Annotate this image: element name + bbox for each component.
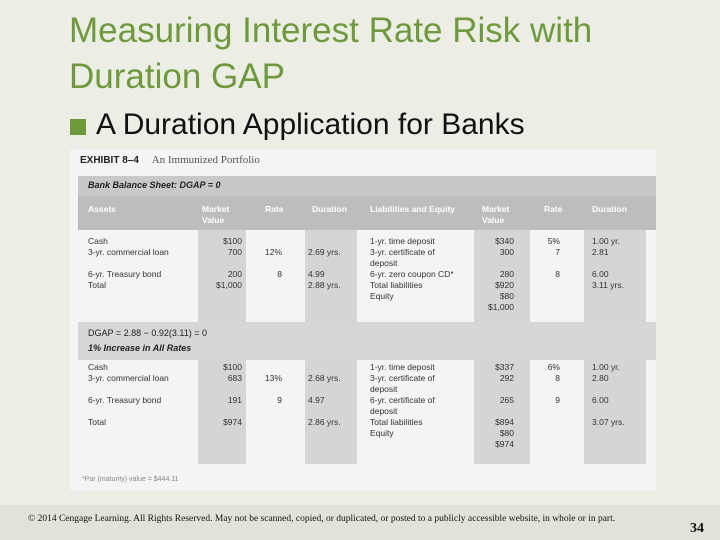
bottom-assets-cell: 6-yr. Treasury bond xyxy=(88,395,162,405)
top-liab_mv-cell: $80 xyxy=(499,291,514,301)
top-liabs-cell: 6-yr. zero coupon CD* xyxy=(370,269,454,279)
bullet-text: A Duration Application for Banks xyxy=(96,108,525,141)
top-liab_dur-cell: 1.00 yr. xyxy=(592,236,620,246)
top-asset_mv-cell: 200 xyxy=(227,269,242,279)
top-liab_rate-cell: 7 xyxy=(555,247,560,257)
top-assets-cell: 6-yr. Treasury bond xyxy=(88,269,162,279)
bottom-asset_rate-cell: 13% xyxy=(264,373,282,383)
exhibit-subtitle: An Immunized Portfolio xyxy=(151,154,260,166)
section-band-balance-sheet: Bank Balance Sheet: DGAP = 0 xyxy=(78,176,656,196)
bottom-asset_dur-cell: 2.86 yrs. xyxy=(308,417,341,427)
bottom-asset_mv-cell: 683 xyxy=(227,373,242,383)
top-asset_dur-cell: 2.88 yrs. xyxy=(308,280,341,290)
bottom-liab_dur-cell: 6.00 xyxy=(592,395,609,405)
top-assets-cell: Cash xyxy=(88,236,108,246)
col-shade xyxy=(305,230,357,322)
top-asset_rate-cell: 8 xyxy=(277,269,282,279)
header-band xyxy=(78,196,656,230)
top-liab_dur-cell: 3.11 yrs. xyxy=(592,280,624,290)
bottom-liab_rate-cell: 6% xyxy=(547,362,560,372)
top-liab_dur-cell: 2.81 xyxy=(592,247,609,257)
top-liab_mv-cell: $920 xyxy=(495,280,514,290)
footer-bar xyxy=(0,505,720,540)
top-liab_mv-cell: $340 xyxy=(495,236,514,246)
top-liab_rate-cell: 5% xyxy=(547,236,560,246)
top-asset_mv-cell: $1,000 xyxy=(216,280,242,290)
bottom-liabs-cell: deposit xyxy=(370,384,398,394)
top-asset_mv-cell: $100 xyxy=(223,236,242,246)
top-liabs-cell: Total liabilities xyxy=(370,280,423,290)
header-rate-2: Rate xyxy=(544,204,563,214)
dgap-line: DGAP = 2.88 − 0.92(3.11) = 0 xyxy=(88,328,207,338)
top-asset_dur-cell: 4.99 xyxy=(308,269,325,279)
bullet-square-icon xyxy=(70,119,86,135)
bottom-liabs-cell: 1-yr. time deposit xyxy=(370,362,435,372)
exhibit-footnote: *Par (maturity) value = $444.11 xyxy=(82,476,179,483)
copyright-footer: © 2014 Cengage Learning. All Rights Rese… xyxy=(28,514,616,524)
bottom-liab_dur-cell: 3.07 yrs. xyxy=(592,417,625,427)
bottom-liabs-cell: Total liabilities xyxy=(370,417,423,427)
header-liabilities: Liabilities and Equity xyxy=(370,204,456,214)
bottom-asset_rate-cell: 9 xyxy=(277,395,282,405)
top-liabs-cell: 1-yr. time deposit xyxy=(370,236,435,246)
slide-title: Measuring Interest Rate Risk with Durati… xyxy=(69,11,593,96)
bottom-liab_mv-cell: 292 xyxy=(499,373,514,383)
top-asset_dur-cell: 2.69 yrs. xyxy=(308,247,341,257)
bottom-assets-cell: 3-yr. commercial loan xyxy=(88,373,169,383)
exhibit-label: EXHIBIT 8–4 xyxy=(80,155,139,166)
bottom-assets-cell: Total xyxy=(88,417,106,427)
bottom-asset_mv-cell: $100 xyxy=(223,362,242,372)
bottom-liabs-cell: 6-yr. certificate of xyxy=(370,395,435,405)
exhibit-header: EXHIBIT 8–4 An Immunized Portfolio xyxy=(80,154,260,166)
exhibit-table: EXHIBIT 8–4 An Immunized Portfolio Bank … xyxy=(70,150,656,490)
header-duration: Duration xyxy=(312,204,347,214)
bottom-liabs-cell: 3-yr. certificate of xyxy=(370,373,435,383)
header-assets: Assets xyxy=(88,204,116,214)
bottom-asset_dur-cell: 4.97 xyxy=(308,395,325,405)
bottom-assets-cell: Cash xyxy=(88,362,108,372)
bottom-liab_mv-cell: $337 xyxy=(495,362,514,372)
bottom-liab_mv-cell: 265 xyxy=(499,395,514,405)
dgap-band: DGAP = 2.88 − 0.92(3.11) = 0 1% Increase… xyxy=(78,322,656,360)
bottom-liab_rate-cell: 9 xyxy=(555,395,560,405)
bullet-point: A Duration Application for Banks xyxy=(70,108,525,142)
col-shade xyxy=(198,230,246,322)
top-liabs-cell: deposit xyxy=(370,258,398,268)
bottom-liab_mv-cell: $974 xyxy=(495,439,514,449)
top-assets-cell: Total xyxy=(88,280,106,290)
top-liab_dur-cell: 6.00 xyxy=(592,269,609,279)
bottom-liab_rate-cell: 8 xyxy=(555,373,560,383)
col-shade xyxy=(474,360,530,464)
section-label-rate-increase: 1% Increase in All Rates xyxy=(88,343,192,353)
bottom-liab_mv-cell: $80 xyxy=(499,428,514,438)
bottom-asset_mv-cell: 191 xyxy=(227,395,242,405)
top-asset_rate-cell: 12% xyxy=(264,247,282,257)
header-duration-2: Duration xyxy=(592,204,627,214)
top-liabs-cell: Equity xyxy=(370,291,394,301)
bottom-asset_mv-cell: $974 xyxy=(223,417,242,427)
col-shade xyxy=(474,230,530,322)
bottom-liab_dur-cell: 2.80 xyxy=(592,373,609,383)
header-market-value: Market Value xyxy=(202,204,230,225)
bottom-asset_dur-cell: 2.68 yrs. xyxy=(308,373,341,383)
page-number: 34 xyxy=(690,521,704,536)
top-liab_mv-cell: 280 xyxy=(499,269,514,279)
bottom-liab_mv-cell: $894 xyxy=(495,417,514,427)
bottom-liabs-cell: deposit xyxy=(370,406,398,416)
header-rate: Rate xyxy=(265,204,284,214)
top-liab_rate-cell: 8 xyxy=(555,269,560,279)
top-liabs-cell: 3-yr. certificate of xyxy=(370,247,435,257)
col-shade xyxy=(584,360,646,464)
top-asset_mv-cell: 700 xyxy=(227,247,242,257)
bottom-liabs-cell: Equity xyxy=(370,428,394,438)
header-market-value-2: Market Value xyxy=(482,204,510,225)
top-assets-cell: 3-yr. commercial loan xyxy=(88,247,169,257)
top-liab_mv-cell: 300 xyxy=(499,247,514,257)
section-label: Bank Balance Sheet: DGAP = 0 xyxy=(88,180,221,190)
col-shade xyxy=(198,360,246,464)
col-shade xyxy=(305,360,357,464)
top-liab_mv-cell: $1,000 xyxy=(488,302,514,312)
col-shade xyxy=(584,230,646,322)
bottom-liab_dur-cell: 1.00 yr. xyxy=(592,362,620,372)
